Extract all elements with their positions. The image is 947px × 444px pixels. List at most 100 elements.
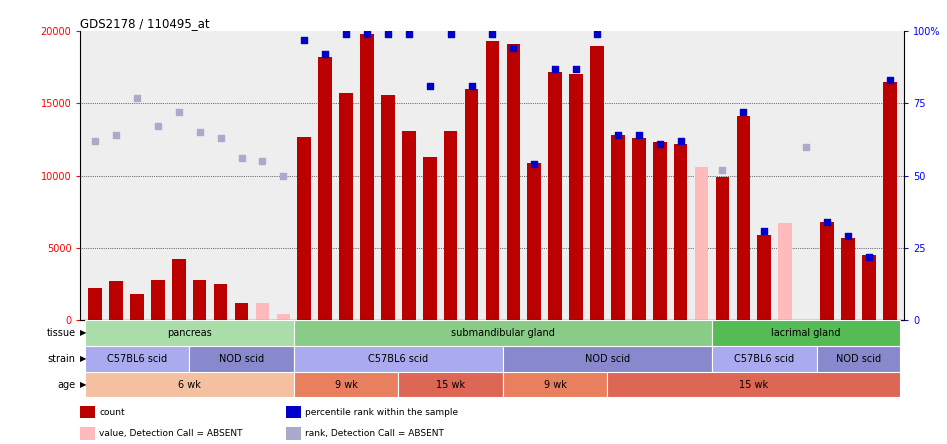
Text: strain: strain bbox=[47, 354, 76, 364]
Text: ▶: ▶ bbox=[80, 380, 86, 389]
Bar bbox=[695, 167, 708, 320]
Point bbox=[485, 31, 500, 38]
Point bbox=[338, 31, 353, 38]
Text: NOD scid: NOD scid bbox=[836, 354, 881, 364]
Bar bbox=[339, 93, 353, 320]
Bar bbox=[778, 223, 792, 320]
Point bbox=[652, 140, 668, 147]
Bar bbox=[548, 71, 562, 320]
Bar bbox=[652, 143, 667, 320]
Point bbox=[861, 253, 876, 260]
Bar bbox=[712, 320, 901, 346]
Point bbox=[151, 123, 166, 130]
Bar bbox=[152, 280, 165, 320]
Text: percentile rank within the sample: percentile rank within the sample bbox=[306, 408, 458, 416]
Text: ▶: ▶ bbox=[80, 354, 86, 363]
Point bbox=[736, 108, 751, 115]
Point bbox=[192, 129, 207, 136]
Text: C57BL6 scid: C57BL6 scid bbox=[368, 354, 428, 364]
Bar bbox=[294, 372, 399, 397]
Text: 6 wk: 6 wk bbox=[178, 380, 201, 389]
Text: 15 wk: 15 wk bbox=[740, 380, 768, 389]
Point bbox=[464, 83, 479, 90]
Point bbox=[213, 135, 228, 142]
Bar bbox=[318, 57, 332, 320]
Point bbox=[673, 137, 688, 144]
Point bbox=[317, 51, 332, 58]
Bar bbox=[88, 288, 102, 320]
Bar bbox=[84, 320, 294, 346]
Text: 9 wk: 9 wk bbox=[334, 380, 358, 389]
Text: C57BL6 scid: C57BL6 scid bbox=[107, 354, 167, 364]
Bar bbox=[423, 157, 437, 320]
Bar bbox=[80, 427, 96, 440]
Bar bbox=[716, 177, 729, 320]
Bar bbox=[277, 314, 290, 320]
Bar bbox=[286, 406, 301, 418]
Text: age: age bbox=[58, 380, 76, 389]
Text: NOD scid: NOD scid bbox=[585, 354, 630, 364]
Bar bbox=[883, 82, 897, 320]
Point bbox=[234, 155, 249, 162]
Point bbox=[715, 166, 730, 173]
Bar bbox=[611, 135, 625, 320]
Bar bbox=[758, 235, 771, 320]
Bar bbox=[841, 238, 855, 320]
Point bbox=[527, 160, 542, 167]
Bar bbox=[381, 95, 395, 320]
Bar bbox=[130, 294, 144, 320]
Text: C57BL6 scid: C57BL6 scid bbox=[734, 354, 795, 364]
Text: 9 wk: 9 wk bbox=[544, 380, 566, 389]
Bar bbox=[674, 144, 688, 320]
Point bbox=[402, 31, 417, 38]
Bar bbox=[503, 346, 712, 372]
Point bbox=[568, 65, 583, 72]
Bar bbox=[84, 372, 294, 397]
Bar bbox=[256, 303, 269, 320]
Bar bbox=[189, 346, 294, 372]
Bar bbox=[286, 427, 301, 440]
Point bbox=[276, 172, 291, 179]
Point bbox=[130, 94, 145, 101]
Bar bbox=[80, 406, 96, 418]
Bar bbox=[193, 280, 206, 320]
Bar bbox=[297, 137, 311, 320]
Bar bbox=[465, 89, 478, 320]
Bar bbox=[862, 255, 876, 320]
Point bbox=[610, 131, 625, 139]
Bar bbox=[816, 346, 901, 372]
Bar bbox=[172, 259, 186, 320]
Bar bbox=[503, 372, 607, 397]
Point bbox=[87, 137, 102, 144]
Point bbox=[506, 45, 521, 52]
Point bbox=[381, 31, 396, 38]
Text: 15 wk: 15 wk bbox=[436, 380, 465, 389]
Point bbox=[798, 143, 813, 150]
Bar bbox=[399, 372, 503, 397]
Bar bbox=[294, 320, 712, 346]
Point bbox=[443, 31, 458, 38]
Bar bbox=[486, 41, 499, 320]
Point bbox=[589, 31, 604, 38]
Bar bbox=[235, 303, 248, 320]
Bar bbox=[712, 346, 816, 372]
Bar bbox=[632, 138, 646, 320]
Text: ▶: ▶ bbox=[80, 329, 86, 337]
Text: value, Detection Call = ABSENT: value, Detection Call = ABSENT bbox=[99, 429, 243, 438]
Bar bbox=[109, 281, 123, 320]
Text: count: count bbox=[99, 408, 125, 416]
Text: tissue: tissue bbox=[46, 328, 76, 338]
Bar bbox=[820, 222, 833, 320]
Point bbox=[632, 131, 647, 139]
Text: rank, Detection Call = ABSENT: rank, Detection Call = ABSENT bbox=[306, 429, 444, 438]
Point bbox=[757, 227, 772, 234]
Point bbox=[422, 83, 438, 90]
Text: pancreas: pancreas bbox=[167, 328, 211, 338]
Text: GDS2178 / 110495_at: GDS2178 / 110495_at bbox=[80, 17, 210, 30]
Point bbox=[840, 233, 855, 240]
Bar bbox=[294, 346, 503, 372]
Bar bbox=[527, 163, 541, 320]
Point bbox=[547, 65, 563, 72]
Bar bbox=[507, 44, 520, 320]
Text: lacrimal gland: lacrimal gland bbox=[772, 328, 841, 338]
